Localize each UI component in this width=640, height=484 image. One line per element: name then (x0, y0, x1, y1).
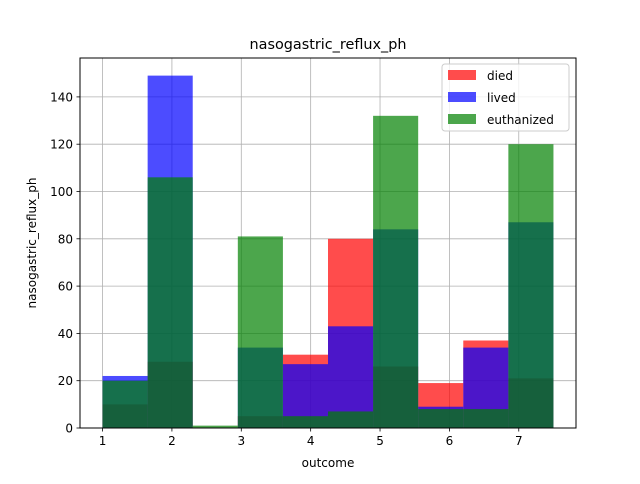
legend-swatch-euthanized (448, 114, 476, 124)
bar-lived-5 (328, 326, 374, 428)
bar-euthanized-9 (508, 144, 554, 429)
x-tick-label-5: 6 (446, 434, 454, 448)
y-tick-label-5: 100 (50, 185, 73, 199)
plot-frame (79, 57, 577, 429)
legend: died lived euthanized (441, 63, 570, 132)
y-tick-label-4: 80 (58, 232, 73, 246)
bar-euthanized-2 (192, 425, 238, 428)
bar-euthanized-6 (373, 115, 419, 429)
series-euthanized (102, 115, 554, 429)
y-tick-label-0: 0 (65, 422, 73, 436)
x-tick-label-2: 3 (237, 434, 245, 448)
y-axis-label: nasogastric_reflux_ph (25, 178, 39, 309)
legend-swatch-lived (448, 92, 476, 102)
bar-euthanized-7 (418, 409, 464, 428)
bar-euthanized-0 (102, 380, 148, 428)
x-tick-label-1: 2 (168, 434, 176, 448)
x-tick-label-4: 5 (376, 434, 384, 448)
bar-euthanized-8 (463, 409, 509, 428)
y-tick-label-1: 20 (58, 374, 73, 388)
legend-swatch-died (448, 70, 476, 80)
legend-label-euthanized: euthanized (487, 113, 554, 127)
bar-euthanized-5 (328, 411, 374, 428)
x-axis-label: outcome (302, 456, 355, 470)
x-tick-label-3: 4 (307, 434, 315, 448)
x-tick-label-6: 7 (515, 434, 523, 448)
bar-euthanized-1 (147, 177, 193, 428)
legend-label-died: died (487, 69, 513, 83)
x-tick-label-0: 1 (99, 434, 107, 448)
y-axis-ticks: 0 20 40 60 80 100 120 140 (50, 90, 80, 436)
chart-title: nasogastric_reflux_ph (250, 37, 407, 53)
y-tick-label-2: 40 (58, 327, 73, 341)
bar-euthanized-3 (237, 236, 283, 428)
x-axis-ticks: 1 2 3 4 5 6 7 (99, 428, 523, 448)
legend-label-lived: lived (487, 91, 516, 105)
y-tick-label-6: 120 (50, 138, 73, 152)
bars-group (102, 75, 554, 429)
bar-euthanized-4 (282, 416, 328, 428)
y-tick-label-3: 60 (58, 280, 73, 294)
y-tick-label-7: 140 (50, 90, 73, 104)
